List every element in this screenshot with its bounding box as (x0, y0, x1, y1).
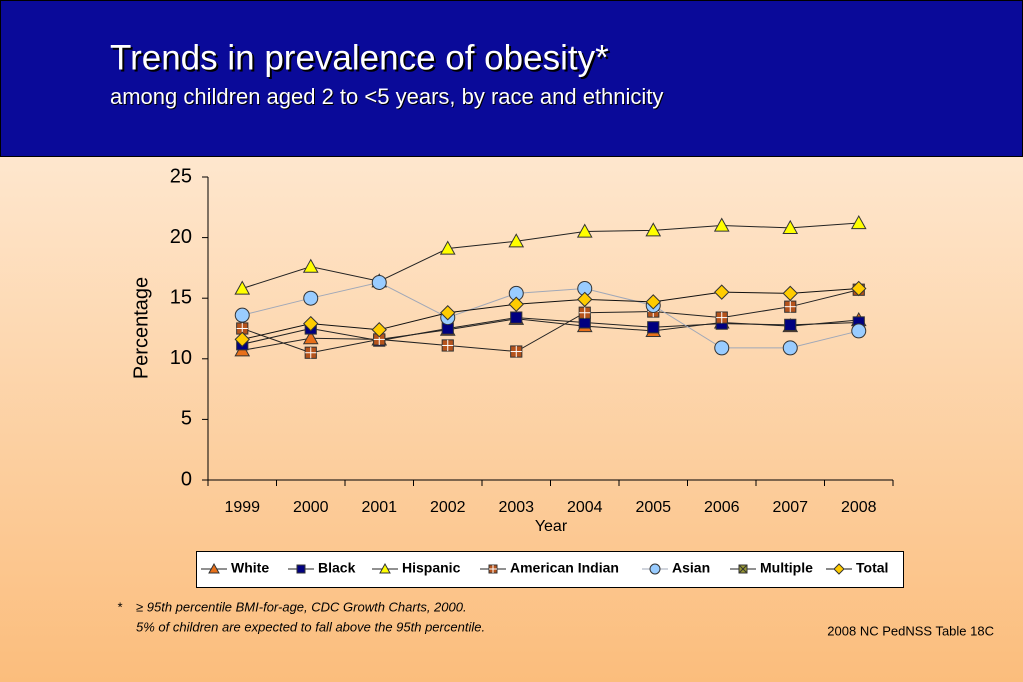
legend-label: White (231, 560, 269, 576)
marker (649, 563, 661, 575)
series-line (242, 281, 859, 349)
marker (833, 563, 845, 575)
x-tick-label: 2005 (635, 499, 671, 516)
marker (645, 294, 661, 310)
y-axis-label: Percentage (130, 277, 152, 379)
marker (647, 321, 660, 334)
marker (782, 219, 799, 235)
marker (303, 315, 319, 332)
source: 2008 NC PedNSS Table 18C (827, 623, 994, 638)
footnote: ≥ 95th percentile BMI-for-age, CDC Growt… (136, 599, 467, 614)
marker (302, 330, 319, 345)
x-tick-label: 2007 (772, 499, 808, 516)
marker (645, 222, 662, 237)
marker (439, 240, 456, 255)
y-tick-label: 10 (170, 347, 192, 369)
series-line (242, 288, 859, 340)
legend-label: American Indian (510, 560, 619, 576)
x-tick-label: 2002 (430, 499, 466, 516)
marker-detail (738, 564, 748, 574)
footnote-mark: * (117, 599, 123, 614)
y-tick-label: 0 (181, 468, 192, 490)
x-tick-label: 2004 (567, 499, 603, 516)
x-tick-label: 2003 (498, 499, 534, 516)
marker (576, 223, 593, 238)
marker (784, 318, 797, 331)
marker (302, 258, 319, 273)
series-line (242, 222, 859, 289)
legend-label: Multiple (760, 560, 813, 576)
legend-box (196, 551, 904, 588)
marker (234, 280, 251, 295)
legend-label: Total (856, 560, 888, 576)
marker (850, 215, 867, 230)
marker (782, 285, 798, 302)
x-tick-label: 2000 (293, 499, 329, 516)
legend-label: Black (318, 560, 356, 576)
marker (851, 323, 867, 339)
marker (371, 322, 387, 338)
marker (208, 562, 220, 574)
footnote: 5% of children are expected to fall abov… (136, 619, 485, 634)
y-tick-label: 25 (170, 165, 192, 187)
marker (371, 274, 387, 290)
marker (713, 217, 730, 232)
marker (234, 307, 250, 323)
chart-title: Trends in prevalence of obesity* (110, 38, 609, 77)
x-axis-label: Year (535, 518, 568, 535)
legend-label: Hispanic (402, 560, 461, 576)
marker (379, 562, 391, 574)
y-tick-label: 20 (170, 226, 192, 248)
x-tick-label: 1999 (224, 499, 260, 516)
marker (851, 280, 867, 297)
marker (714, 284, 730, 300)
marker (714, 340, 730, 356)
y-tick-label: 5 (181, 408, 192, 430)
marker (577, 291, 593, 308)
legend-label: Asian (672, 560, 710, 576)
x-tick-label: 2008 (841, 499, 877, 516)
series-line (242, 317, 859, 345)
y-tick-label: 15 (170, 286, 192, 308)
x-tick-label: 2001 (361, 499, 397, 516)
marker (296, 564, 306, 574)
marker (508, 233, 525, 248)
x-tick-label: 2006 (704, 499, 740, 516)
marker (510, 311, 523, 324)
title-band (0, 0, 1023, 157)
series-line (242, 289, 859, 354)
chart-subtitle: among children aged 2 to <5 years, by ra… (110, 84, 663, 109)
marker (508, 296, 524, 312)
marker (303, 290, 319, 306)
marker (440, 305, 456, 321)
marker (234, 331, 250, 348)
marker (782, 340, 798, 356)
